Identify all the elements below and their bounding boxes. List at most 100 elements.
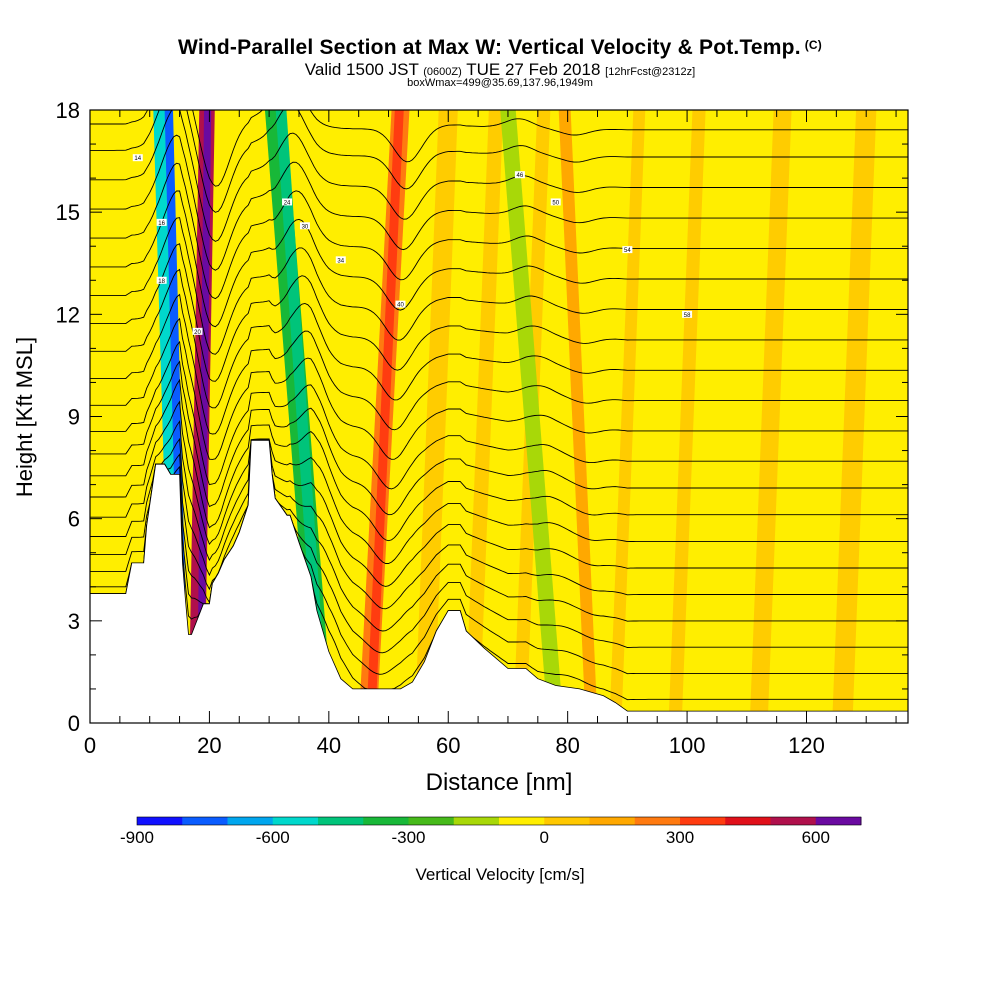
field-stripe: [464, 110, 504, 723]
chart-subtitle: Valid 1500 JST (0600Z) TUE 27 Feb 2018 […: [0, 60, 1000, 80]
y-tick-label: 18: [56, 98, 80, 123]
x-tick-label: 20: [197, 733, 221, 758]
chart-title-text: Wind-Parallel Section at Max W: Vertical…: [178, 36, 801, 59]
colorbar-swatch: [544, 817, 590, 825]
theta-contour: [90, 293, 908, 435]
velocity-band: [366, 110, 404, 723]
field-stripe: [609, 110, 646, 723]
x-tick-label: 120: [788, 733, 825, 758]
contour-label: 34: [337, 258, 344, 264]
theta-contour: [90, 190, 908, 328]
colorbar-swatch: [815, 817, 862, 825]
chart-title: Wind-Parallel Section at Max W: Vertical…: [0, 36, 1000, 60]
valid-time: Valid 1500 JST: [304, 60, 419, 79]
x-tick-label: 80: [555, 733, 579, 758]
x-tick-label: 60: [436, 733, 460, 758]
contour-label-bg: [156, 218, 167, 226]
box-info: boxWmax=499@35.69,137.96,1949m: [407, 77, 593, 89]
contour-label: 14: [134, 156, 141, 162]
colorbar-tick-label: 300: [666, 828, 694, 847]
colorbar-swatch: [137, 817, 183, 825]
contour-label-bg: [282, 198, 293, 206]
contour-label-bg: [132, 154, 143, 162]
contour-label-bg: [514, 171, 525, 179]
colorbar-swatch: [589, 817, 636, 825]
axes: 0 20 40 60 80 100 120 0 3 6 9 12 15 18: [56, 98, 908, 758]
contour-label-bg: [299, 222, 310, 230]
field-stripe: [832, 110, 877, 723]
x-axis-label: Distance [nm]: [426, 769, 573, 796]
theta-contour: [90, 243, 908, 382]
theta-contour: [90, 217, 908, 355]
contour-label: 50: [552, 200, 559, 206]
theta-contour: [90, 420, 908, 587]
contour-label: 40: [397, 303, 404, 309]
contour-label-bg: [335, 256, 346, 264]
contour-label-bg: [622, 246, 633, 254]
colorbar-swatch: [408, 817, 455, 825]
theta-contour: [90, 317, 908, 460]
colorbar-swatch: [272, 817, 319, 825]
valid-date: TUE 27 Feb 2018: [466, 60, 601, 79]
theta-contours: 14 16 18 20 24 30 34 40 46 50 54 58: [90, 110, 908, 701]
contour-label-bg: [550, 198, 561, 206]
colorbar-label: Vertical Velocity [cm/s]: [415, 865, 584, 884]
terrain: [90, 439, 908, 723]
valid-utc: (0600Z): [423, 66, 462, 78]
colorbar-swatch: [680, 817, 726, 825]
colorbar-tick-label: 0: [540, 828, 549, 847]
theta-contour: [90, 110, 908, 187]
forecast-info: [12hrFcst@2312z]: [605, 66, 696, 78]
theta-contour: [90, 400, 908, 564]
velocity-band: [275, 110, 329, 723]
velocity-band: [558, 110, 598, 723]
contour-label: 18: [158, 279, 165, 285]
theta-contour: [90, 439, 908, 632]
colorbar-swatch: [227, 817, 274, 825]
contour-label-bg: [395, 300, 406, 308]
colorbar-swatch: [363, 817, 409, 825]
x-tick-label: 0: [84, 733, 96, 758]
y-tick-label: 3: [68, 609, 80, 634]
field-stripe: [668, 110, 706, 723]
contour-label: 20: [194, 330, 201, 336]
colorbar-swatch: [725, 817, 771, 825]
theta-contour: [90, 110, 908, 242]
colorbar-swatch: [499, 817, 545, 825]
x-tick-label: 40: [317, 733, 341, 758]
colorbar-swatch: [770, 817, 817, 825]
contour-label: 30: [302, 224, 309, 230]
colorbar-swatch: [318, 817, 364, 825]
colorbar-tick-label: 600: [802, 828, 830, 847]
colorbar: -900 -600 -300 0 300 600: [120, 816, 862, 847]
field-stripe: [749, 110, 792, 723]
colorbar-tick-label: -300: [391, 828, 425, 847]
contour-label-bg: [682, 310, 693, 318]
theta-contour: [90, 268, 908, 409]
y-tick-label: 9: [68, 405, 80, 430]
theta-contour: [90, 360, 908, 516]
theta-contour: [90, 162, 908, 300]
contour-label: 58: [684, 313, 691, 319]
contour-label-bg: [192, 327, 203, 335]
contour-label: 16: [158, 221, 165, 227]
copyright-mark: (C): [804, 38, 822, 52]
y-tick-label: 12: [56, 302, 80, 327]
theta-contour: [90, 134, 908, 271]
terrain-profile: [90, 439, 908, 723]
colorbar-tick-label: -900: [120, 828, 154, 847]
theta-contour: [90, 110, 908, 213]
theta-contour: [90, 340, 908, 490]
velocity-band: [500, 110, 564, 723]
colorbar-swatch: [634, 817, 681, 825]
theta-contour: [90, 437, 908, 610]
colorbar-swatch: [453, 817, 500, 825]
contour-label: 24: [284, 200, 291, 206]
y-tick-label: 15: [56, 200, 80, 225]
theta-contour: [90, 378, 908, 542]
contour-label-bg: [156, 276, 167, 284]
contour-label: 46: [517, 173, 524, 179]
colorbar-frame: [136, 816, 862, 826]
x-tick-label: 100: [669, 733, 706, 758]
